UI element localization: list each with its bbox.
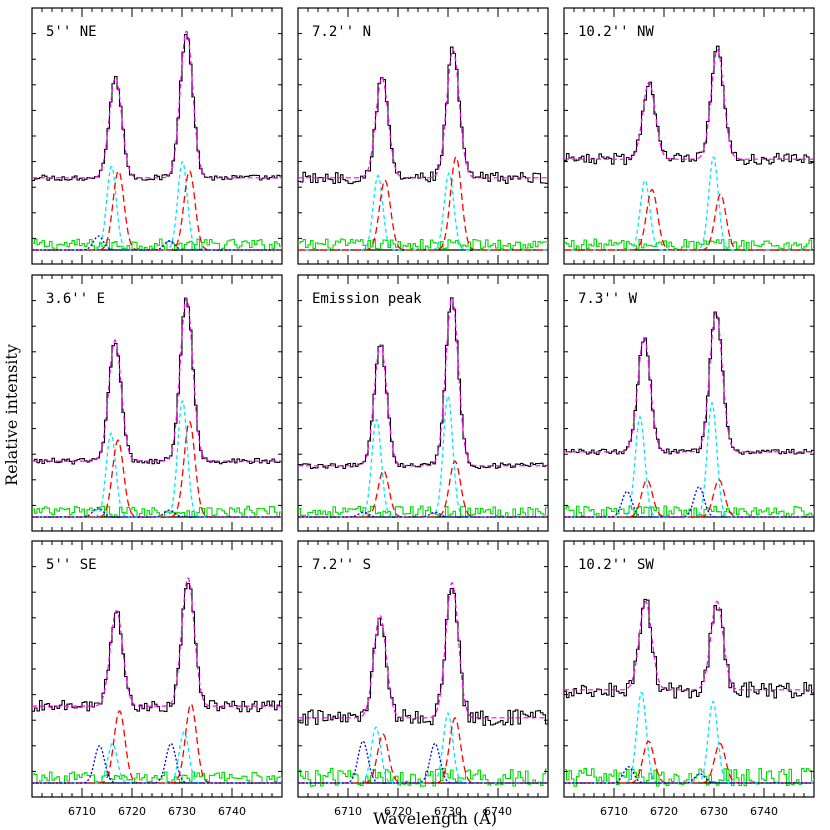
spectrum-panel: 10.2'' NW bbox=[563, 7, 815, 265]
broad-component bbox=[298, 511, 548, 518]
panel-title: Emission peak bbox=[312, 291, 422, 307]
medium-component bbox=[564, 478, 814, 518]
residual-line bbox=[564, 505, 814, 519]
observed-spectrum bbox=[564, 311, 814, 455]
x-tick-label: 6710 bbox=[600, 805, 628, 818]
panel-frame bbox=[297, 7, 549, 265]
medium-component bbox=[298, 460, 548, 518]
panel-title: 7.2'' S bbox=[312, 557, 371, 573]
panel-title: 10.2'' SW bbox=[578, 557, 654, 573]
narrow-component bbox=[32, 400, 282, 518]
spectrum-panel: 5'' NE bbox=[31, 7, 283, 265]
broad-component bbox=[32, 235, 282, 251]
spectrum-panel: 3.6'' E bbox=[31, 274, 283, 532]
x-tick-label: 6740 bbox=[750, 805, 778, 818]
medium-component bbox=[298, 155, 548, 251]
observed-spectrum bbox=[298, 588, 548, 726]
broad-component bbox=[298, 740, 548, 784]
panel-title: 10.2'' NW bbox=[578, 24, 654, 40]
spectrum-panel: 7.3'' W bbox=[563, 274, 815, 532]
panel-frame bbox=[563, 274, 815, 532]
x-tick-label: 6720 bbox=[118, 805, 146, 818]
spectrum-panel: Emission peak bbox=[297, 274, 549, 532]
total-fit-line bbox=[564, 600, 814, 691]
panel-frame bbox=[563, 7, 815, 265]
panel-title: 5'' SE bbox=[46, 557, 97, 573]
x-tick-label: 6720 bbox=[650, 805, 678, 818]
panel-grid: 5'' NE 7.2'' N 10.2'' NW 3.6'' E Emission pe… bbox=[31, 7, 815, 818]
panel-title: 3.6'' E bbox=[46, 291, 105, 307]
spectrum-panel: 10.2'' SW 6710 6720 6730 6740 bbox=[563, 540, 815, 818]
x-tick-label: 6710 bbox=[334, 805, 362, 818]
panel-title: 7.2'' N bbox=[312, 24, 371, 40]
x-tick-label: 6730 bbox=[168, 805, 196, 818]
medium-component bbox=[564, 740, 814, 784]
medium-component bbox=[564, 188, 814, 251]
residual-line bbox=[32, 505, 282, 519]
residual-line bbox=[564, 238, 814, 252]
panel-title: 5'' NE bbox=[46, 24, 97, 40]
narrow-component bbox=[564, 401, 814, 518]
narrow-component bbox=[564, 156, 814, 251]
narrow-component bbox=[298, 171, 548, 251]
observed-spectrum bbox=[564, 598, 814, 699]
broad-component bbox=[32, 742, 282, 784]
residual-line bbox=[298, 238, 548, 252]
narrow-component bbox=[298, 711, 548, 784]
medium-component bbox=[32, 421, 282, 518]
residual-line bbox=[32, 238, 282, 252]
observed-spectrum bbox=[298, 297, 548, 470]
medium-component bbox=[32, 702, 282, 784]
total-fit-line bbox=[298, 48, 548, 179]
total-fit-line bbox=[32, 576, 282, 707]
narrow-component bbox=[298, 394, 548, 518]
panel-frame bbox=[297, 274, 549, 532]
x-tick-label: 6710 bbox=[68, 805, 96, 818]
broad-component bbox=[32, 507, 282, 518]
panel-frame bbox=[563, 540, 815, 798]
x-tick-label: 6730 bbox=[700, 805, 728, 818]
observed-spectrum bbox=[564, 45, 814, 166]
total-fit-line bbox=[564, 49, 814, 160]
spectrum-panel: 7.2'' S 6710 6720 6730 6740 bbox=[297, 540, 549, 818]
x-axis-label: Wavelength (Å) bbox=[373, 808, 497, 828]
total-fit-line bbox=[564, 310, 814, 453]
observed-spectrum bbox=[32, 582, 282, 713]
panel-title: 7.3'' W bbox=[578, 291, 638, 307]
residual-line bbox=[298, 767, 548, 787]
spectrum-panel: 5'' SE 6710 6720 6730 6740 bbox=[31, 540, 283, 818]
x-tick-label: 6740 bbox=[218, 805, 246, 818]
panel-frame bbox=[31, 274, 283, 532]
residual-line bbox=[32, 771, 282, 785]
narrow-component bbox=[564, 692, 814, 784]
total-fit-line bbox=[32, 298, 282, 462]
panel-frame bbox=[297, 540, 549, 798]
x-tick-label: 6720 bbox=[384, 805, 412, 818]
residual-line bbox=[298, 505, 548, 519]
spectrum-panel: 7.2'' N bbox=[297, 7, 549, 265]
observed-spectrum bbox=[32, 297, 282, 465]
broad-component bbox=[564, 766, 814, 784]
x-tick-label: 6740 bbox=[484, 805, 512, 818]
medium-component bbox=[32, 170, 282, 251]
broad-component bbox=[564, 485, 814, 518]
observed-spectrum bbox=[298, 46, 548, 185]
total-fit-line bbox=[298, 296, 548, 467]
residual-line bbox=[564, 767, 814, 787]
observed-spectrum bbox=[32, 33, 282, 182]
total-fit-line bbox=[32, 30, 282, 179]
total-fit-line bbox=[298, 581, 548, 719]
y-axis-label: Relative intensity bbox=[2, 344, 21, 486]
panel-frame bbox=[31, 7, 283, 265]
x-tick-label: 6730 bbox=[434, 805, 462, 818]
panel-frame bbox=[31, 540, 283, 798]
